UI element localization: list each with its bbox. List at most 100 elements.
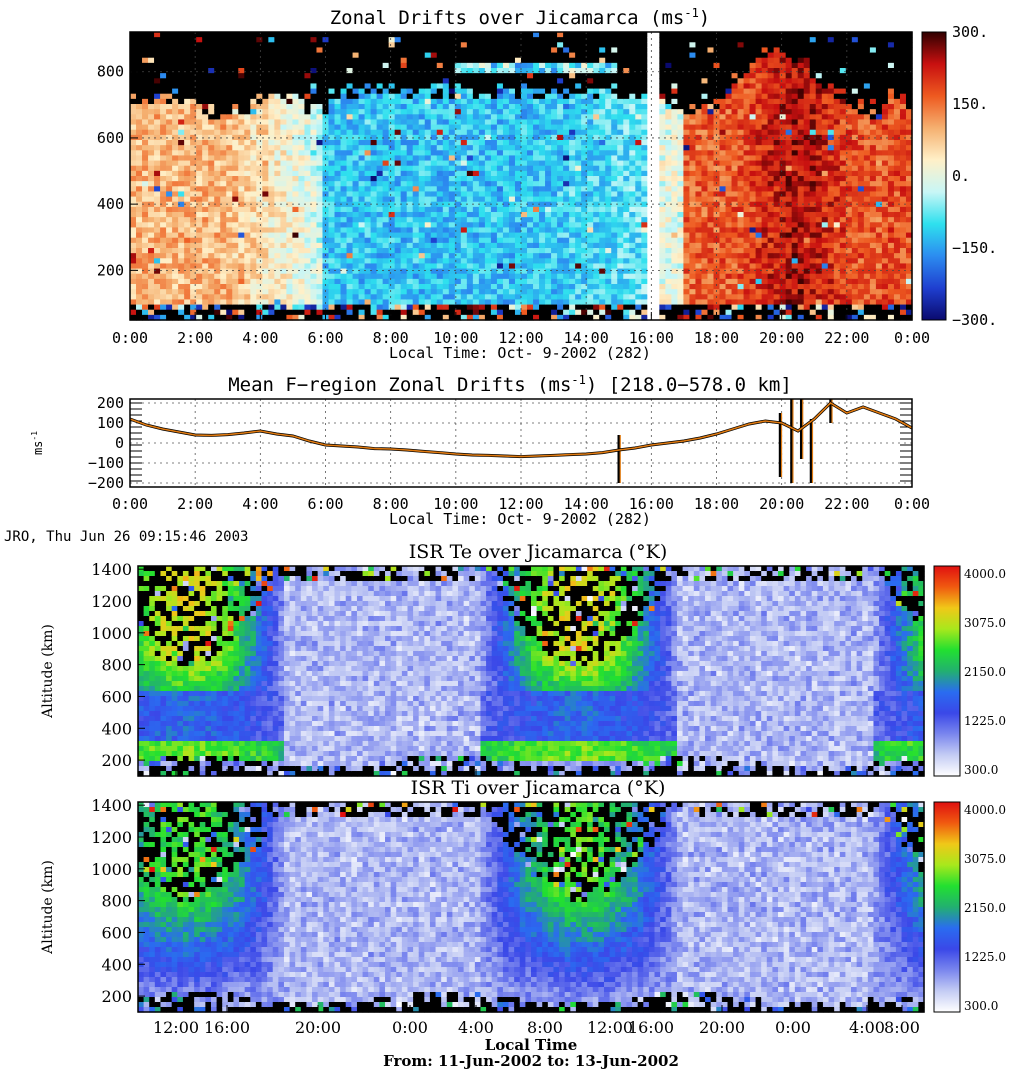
zonal-drift-cell (376, 284, 384, 290)
zonal-drift-cell (340, 155, 348, 162)
zonal-drift-cell (617, 181, 624, 187)
zonal-drift-cell (629, 258, 636, 265)
zonal-drift-cell (310, 104, 318, 110)
zonal-drift-cell (466, 289, 474, 295)
zonal-drift-cell (599, 98, 606, 105)
zonal-drift-cell (304, 227, 312, 234)
zonal-drift-cell (605, 88, 612, 95)
zonal-drift-cell (388, 155, 396, 162)
zonal-drift-cell (154, 134, 161, 141)
zonal-drift-cell (466, 268, 474, 275)
zonal-drift-cell (496, 294, 504, 301)
zonal-drift-cell (334, 258, 342, 265)
zonal-drift-cell (436, 73, 444, 79)
zonal-drift-cell (382, 227, 390, 234)
zonal-drift-cell (611, 222, 618, 229)
zonal-drift-cell (256, 278, 263, 285)
zonal-drift-cell (647, 253, 654, 259)
zonal-drift-cell (623, 124, 630, 131)
zonal-drift-cell (346, 78, 354, 85)
zonal-drift-cell (587, 263, 594, 270)
zonal-drift-cell (244, 155, 251, 162)
zonal-drift-cell (629, 314, 636, 321)
zonal-drift-cell (569, 248, 576, 254)
zonal-drift-cell (250, 201, 257, 208)
zonal-drift-cell (334, 57, 342, 64)
zonal-drift-cell (454, 62, 462, 69)
zonal-drift-cell (508, 134, 516, 141)
zonal-drift-cell (653, 98, 660, 105)
zonal-drift-cell (484, 263, 492, 270)
zonal-drift-cell (268, 294, 275, 301)
zonal-drift-cell (256, 78, 263, 85)
zonal-drift-cell (394, 248, 402, 254)
zonal-drift-cell (448, 73, 456, 79)
zonal-drift-cell (502, 309, 510, 316)
zonal-drift-cell (605, 129, 612, 136)
zonal-drift-cell (436, 196, 444, 203)
zonal-drift-cell (268, 98, 275, 105)
zonal-drift-cell (478, 78, 486, 85)
zonal-drift-cell (280, 73, 287, 79)
zonal-drift-cell (352, 78, 360, 85)
zonal-drift-cell (292, 181, 300, 187)
zonal-drift-cell (298, 289, 306, 295)
zonal-drift-cell (166, 217, 173, 223)
zonal-drift-cell (563, 62, 570, 69)
zonal-drift-cell (232, 299, 239, 306)
zonal-drift-cell (388, 32, 396, 38)
zonal-drift-cell (551, 268, 558, 275)
zonal-drift-cell (364, 248, 372, 254)
zonal-drift-cell (358, 263, 366, 270)
zonal-drift-cell (352, 104, 360, 110)
zonal-drift-cell (605, 98, 612, 105)
zonal-drift-cell (136, 248, 143, 254)
zonal-drift-cell (214, 232, 221, 239)
zonal-drift-cell (653, 304, 660, 311)
zonal-drift-cell (268, 248, 275, 254)
zonal-drift-cell (262, 47, 269, 54)
zonal-drift-cell (400, 114, 408, 121)
zonal-drift-cell (298, 124, 306, 131)
zonal-drift-cell (232, 93, 239, 100)
zonal-drift-cell (334, 93, 342, 100)
zonal-drift-cell (154, 248, 161, 254)
zonal-drift-cell (238, 191, 245, 198)
zonal-drift-cell (358, 309, 366, 316)
zonal-drift-cell (623, 268, 630, 275)
zonal-drift-cell (430, 227, 438, 234)
zonal-drift-cell (472, 186, 480, 193)
zonal-drift-cell (268, 212, 275, 218)
zonal-drift-cell (412, 248, 420, 254)
zonal-drift-cell (460, 140, 468, 146)
zonal-drift-cell (286, 263, 294, 270)
zonal-drift-cell (527, 253, 534, 259)
zonal-drift-cell (545, 237, 552, 244)
zonal-drift-cell (172, 176, 179, 182)
zonal-drift-cell (148, 37, 155, 43)
zonal-drift-cell (388, 196, 396, 203)
zonal-drift-cell (569, 37, 576, 43)
zonal-drift-cell (280, 294, 287, 301)
zonal-drift-cell (322, 232, 330, 239)
zonal-drift-cell (436, 140, 444, 146)
zonal-drift-cell (376, 109, 384, 115)
zonal-drift-cell (172, 268, 179, 275)
zonal-drift-cell (629, 129, 636, 136)
zonal-drift-cell (623, 83, 630, 90)
zonal-drift-cell (304, 212, 312, 218)
zonal-drift-cell (382, 273, 390, 280)
zonal-drift-cell (563, 134, 570, 141)
zonal-drift-cell (448, 83, 456, 90)
zonal-drift-cell (328, 176, 336, 182)
zonal-drift-cell (635, 57, 642, 64)
zonal-drift-cell (376, 217, 384, 223)
zonal-drift-cell (334, 165, 342, 172)
zonal-drift-cell (346, 191, 354, 198)
zonal-drift-cell (647, 140, 654, 146)
zonal-drift-cell (130, 176, 137, 182)
zonal-drift-cell (527, 268, 534, 275)
zonal-drift-cell (623, 134, 630, 141)
zonal-drift-cell (148, 155, 155, 162)
zonal-drift-cell (412, 62, 420, 69)
